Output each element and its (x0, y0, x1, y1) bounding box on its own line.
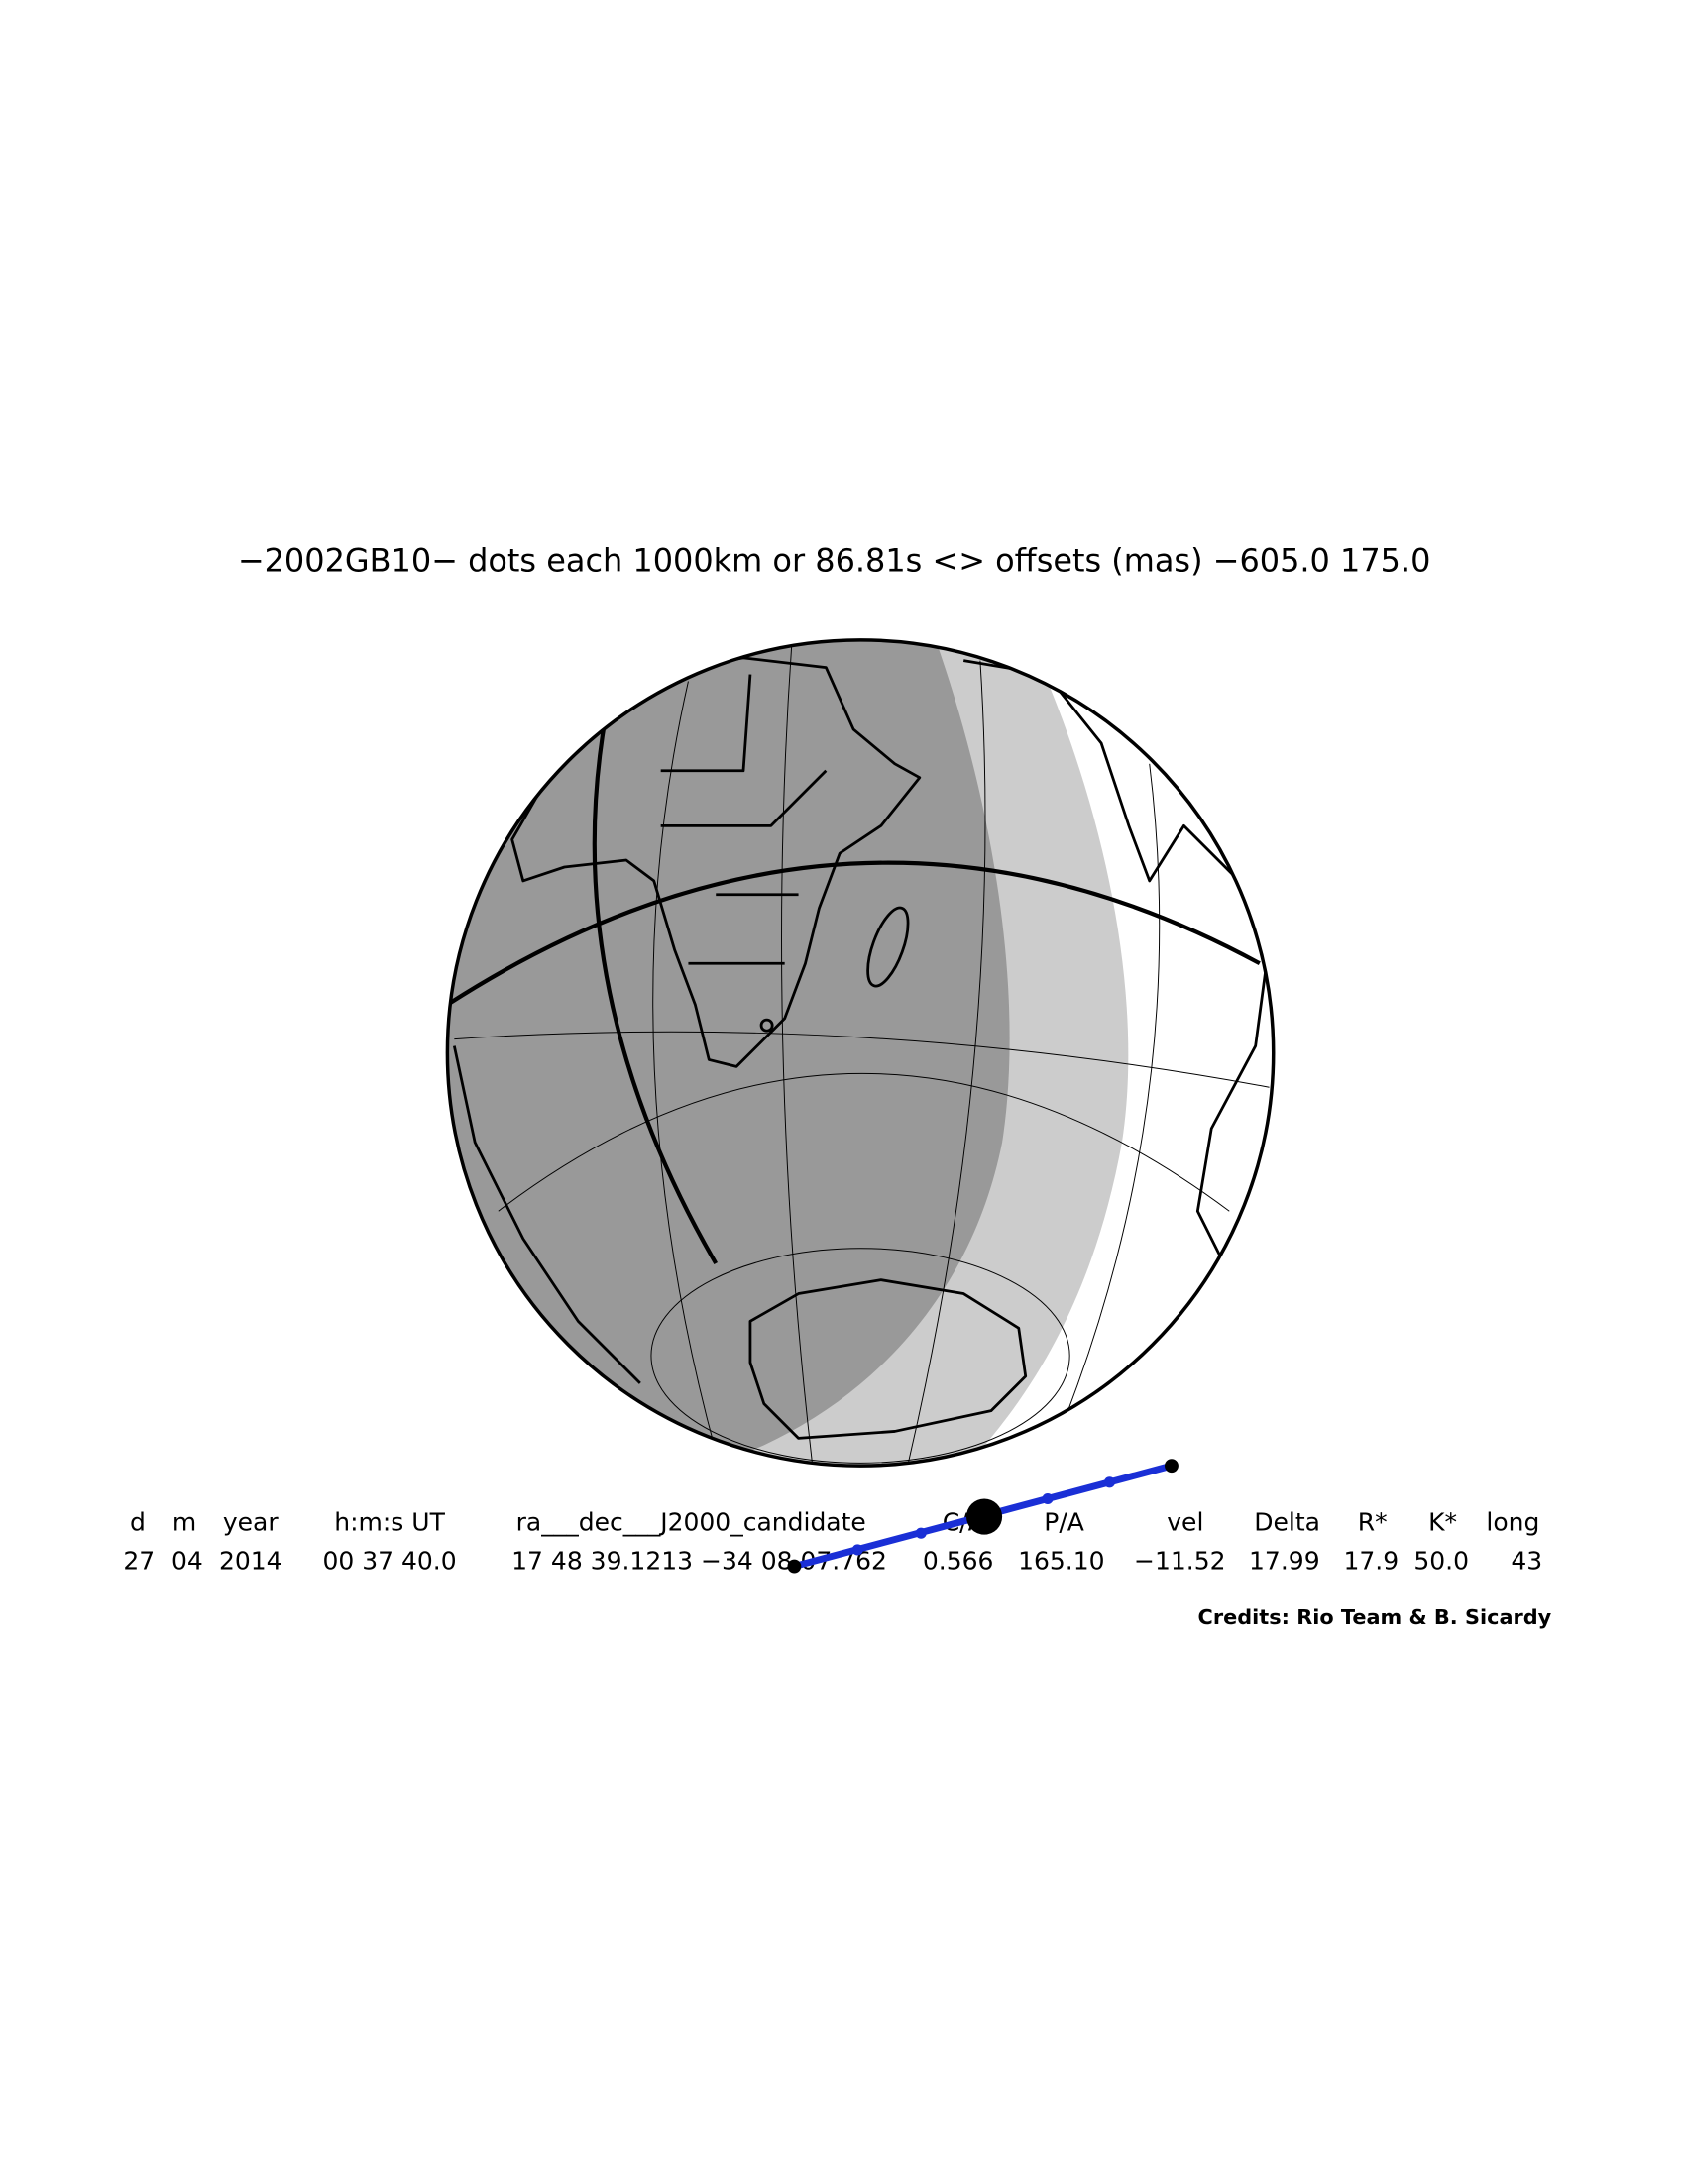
column-value: 0.566 (923, 1546, 994, 1575)
column-header: year (223, 1507, 279, 1536)
column-value: 165.10 (1018, 1546, 1104, 1575)
column-header: R* (1358, 1507, 1388, 1536)
column-header: Delta (1254, 1507, 1320, 1536)
column-value: 43 (1511, 1546, 1542, 1575)
column-value: 04 (171, 1546, 203, 1575)
map-title: −2002GB10− dots each 1000km or 86.81s <>… (238, 541, 1431, 579)
column-value: −11.52 (1134, 1546, 1226, 1575)
column-header: vel (1167, 1507, 1203, 1536)
column-value: 17.9 (1343, 1546, 1399, 1575)
column-header: long (1486, 1507, 1539, 1536)
column-header: P/A (1044, 1507, 1084, 1536)
column-header: h:m:s UT (334, 1507, 445, 1536)
column-value: 2014 (219, 1546, 282, 1575)
column-header: ra___dec___J2000_candidate (516, 1507, 866, 1536)
column-value: 00 37 40.0 (322, 1546, 456, 1575)
column-value: 17 48 39.1213 −34 08 07.762 (511, 1546, 887, 1575)
column-header: K* (1428, 1507, 1457, 1536)
column-header: d (130, 1507, 146, 1536)
column-value: 27 (123, 1546, 155, 1575)
globe (445, 638, 1276, 1468)
shadow-path (787, 1459, 1179, 1574)
credits: Credits: Rio Team & B. Sicardy (1198, 1605, 1552, 1629)
column-value: 17.99 (1249, 1546, 1320, 1575)
column-header: m (172, 1507, 196, 1536)
column-value: 50.0 (1413, 1546, 1469, 1575)
data-table: d m year h:m:s UT ra___dec___J2000_candidate… (123, 1507, 1542, 1575)
